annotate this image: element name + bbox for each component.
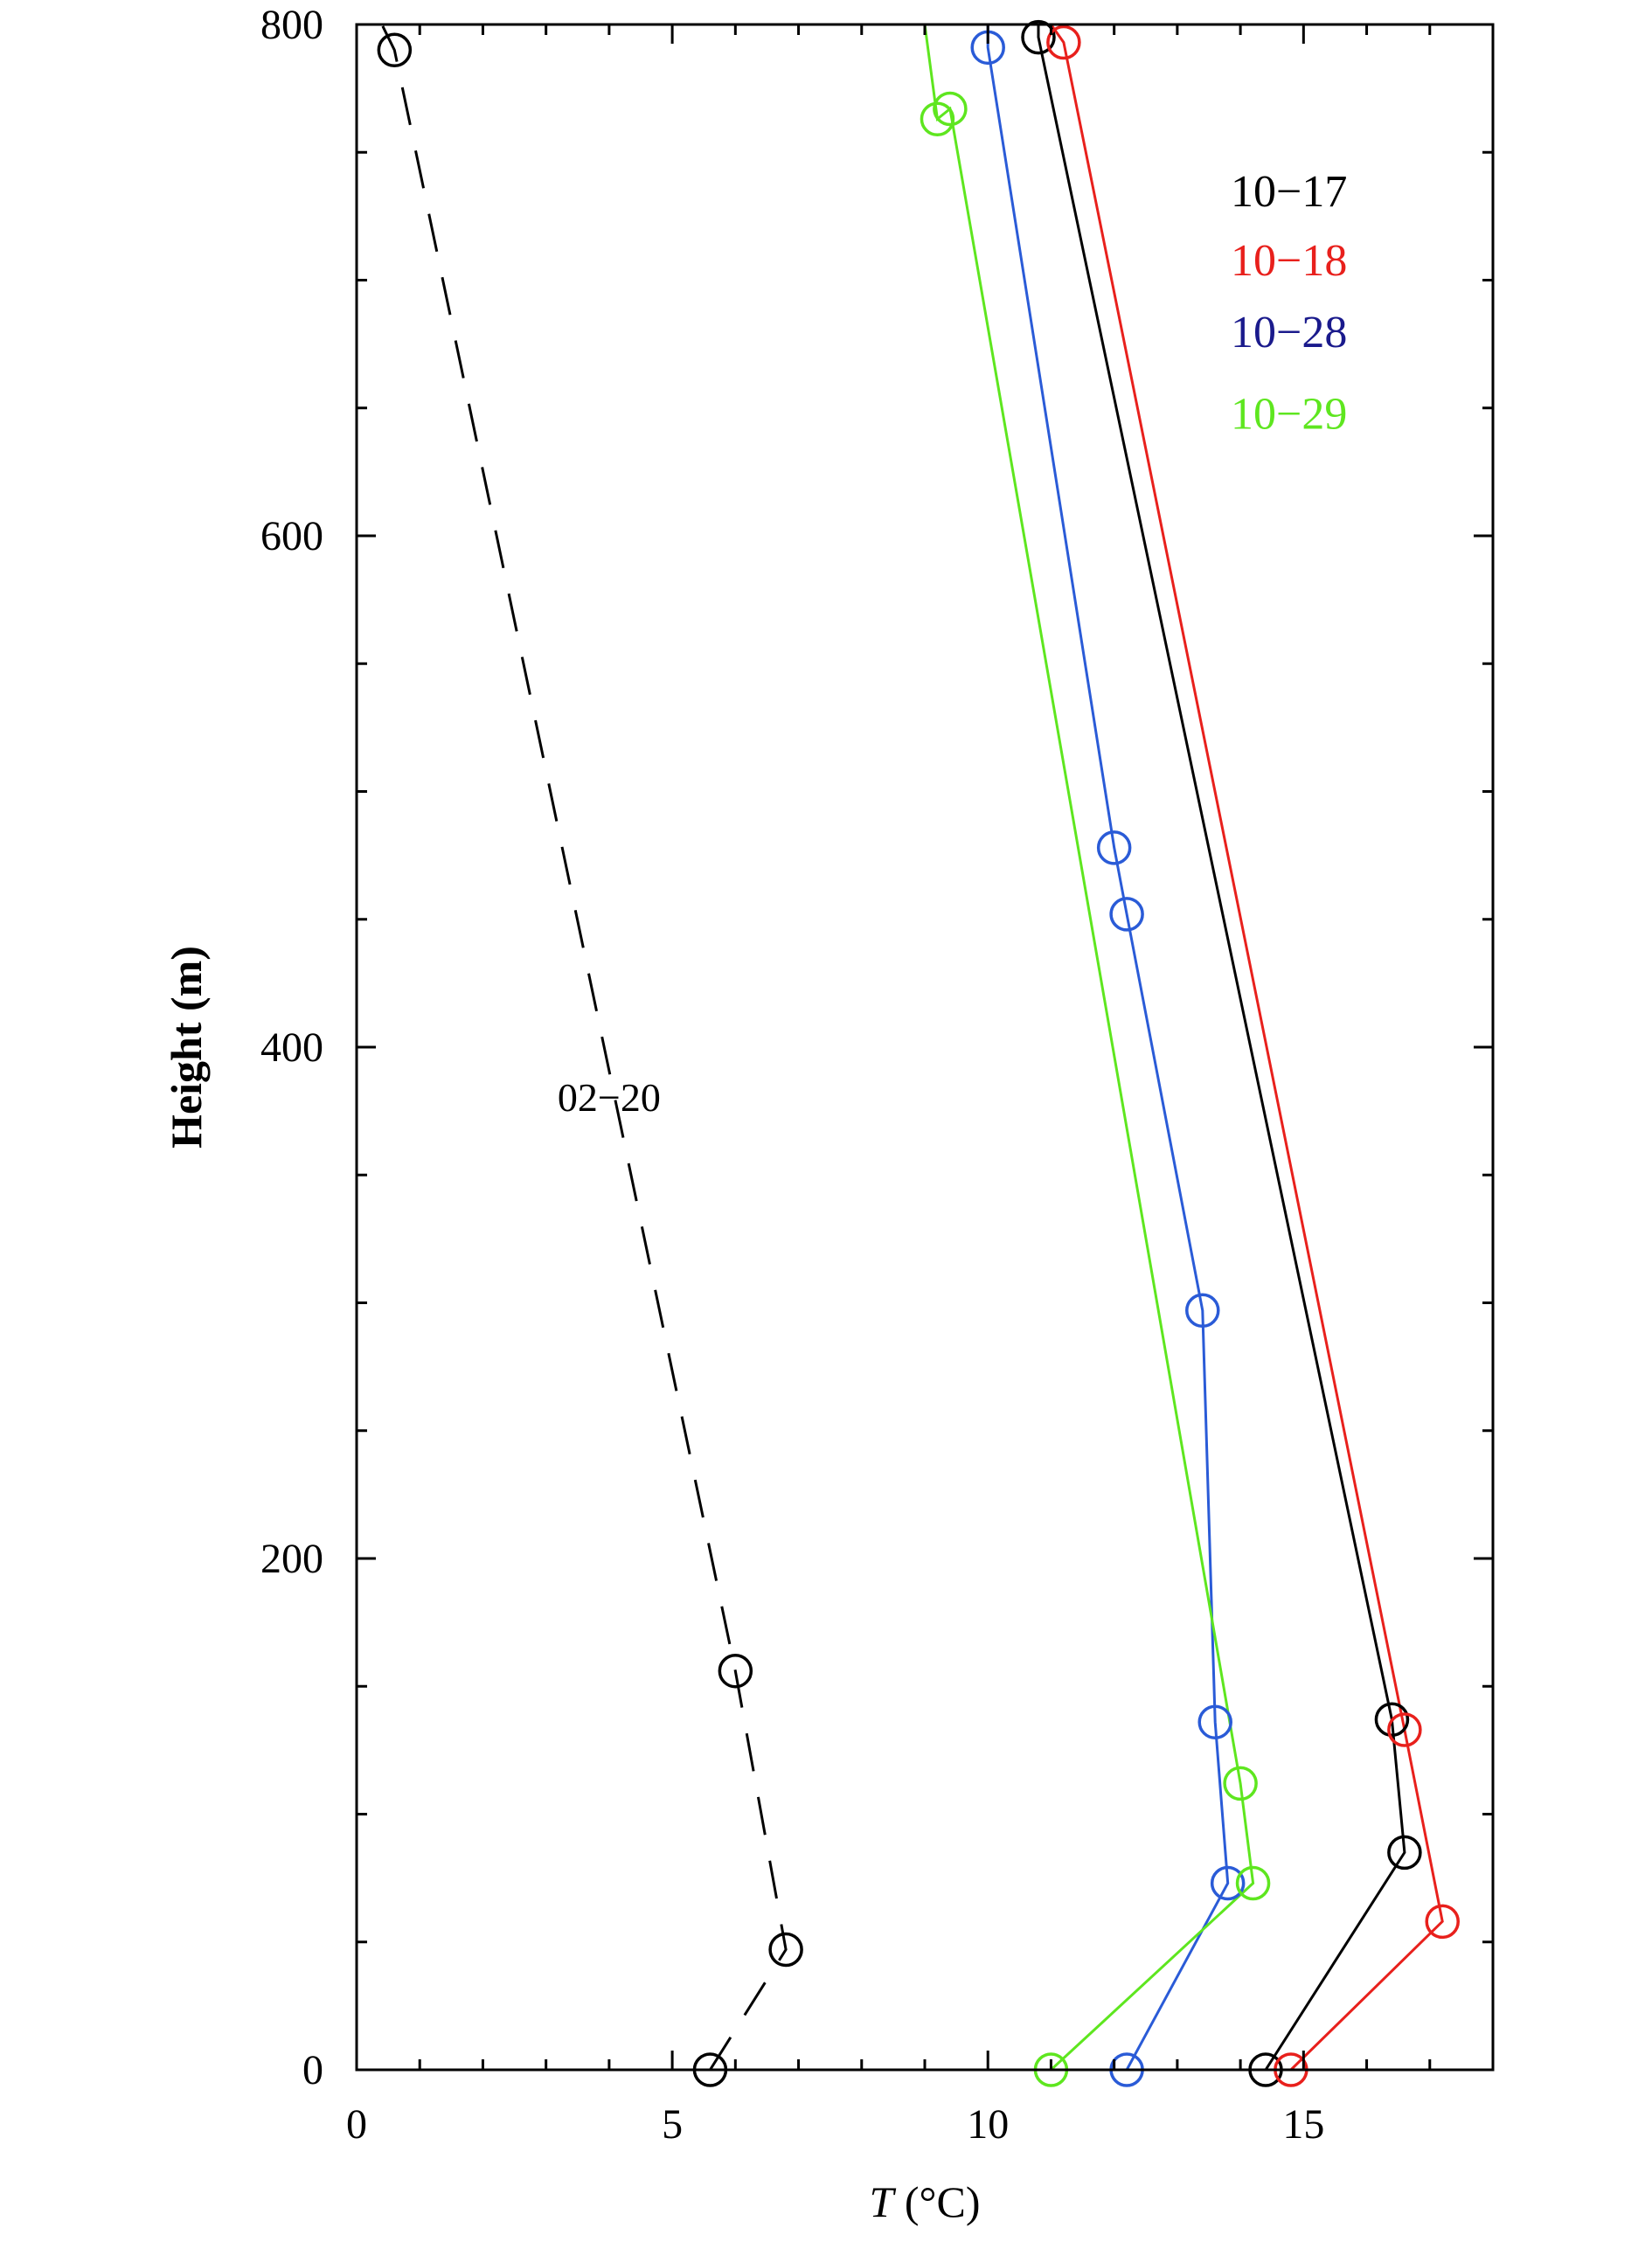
y-tick-label: 0 bbox=[302, 2047, 323, 2093]
x-tick-label: 0 bbox=[346, 2101, 367, 2148]
tick-layer bbox=[355, 23, 1493, 2072]
data-point-marker bbox=[1096, 830, 1132, 865]
x-axis-title-symbol: T bbox=[870, 2177, 897, 2226]
x-tick-label: 10 bbox=[967, 2101, 1009, 2148]
y-tick-label: 200 bbox=[260, 1536, 323, 1582]
data-point-marker bbox=[1185, 1293, 1220, 1329]
series-line-3 bbox=[923, 24, 1255, 2070]
legend-entry: 10−17 bbox=[1231, 167, 1347, 217]
data-point-marker bbox=[1387, 1712, 1422, 1747]
series-line-2 bbox=[986, 24, 1230, 2070]
data-point-marker bbox=[1197, 1704, 1232, 1739]
data-point-marker bbox=[1374, 1702, 1410, 1738]
data-point-marker bbox=[1425, 1904, 1460, 1940]
series-annotation: 02−20 bbox=[558, 1075, 661, 1120]
data-point-marker bbox=[1021, 19, 1056, 55]
y-tick-label: 400 bbox=[260, 1024, 323, 1071]
data-point-marker bbox=[1387, 1835, 1422, 1871]
legend-entry: 10−28 bbox=[1231, 308, 1347, 357]
y-tick-label: 600 bbox=[260, 513, 323, 559]
data-point-marker bbox=[920, 101, 955, 136]
data-point-marker bbox=[1210, 1865, 1246, 1901]
data-point-marker bbox=[377, 32, 413, 67]
x-tick-label: 5 bbox=[662, 2101, 683, 2148]
data-point-marker bbox=[1109, 897, 1144, 932]
data-point-marker bbox=[933, 91, 968, 127]
legend-entry: 10−29 bbox=[1231, 390, 1347, 440]
x-tick-label: 15 bbox=[1282, 2101, 1324, 2148]
data-point-marker bbox=[1223, 1766, 1258, 1801]
x-axis-title: T (°C) bbox=[870, 2177, 981, 2226]
data-point-marker bbox=[768, 1932, 803, 1968]
series-line-4 bbox=[380, 24, 788, 2070]
series-line-0 bbox=[1037, 24, 1406, 2070]
legend-entry: 10−18 bbox=[1231, 236, 1347, 286]
y-axis-title: Height (m) bbox=[162, 946, 211, 1149]
label-layer: 0 5 10 15 0 200 400 600 800 02−20 bbox=[260, 2, 1324, 2148]
data-point-marker bbox=[718, 1653, 753, 1689]
y-tick-label: 800 bbox=[260, 2, 323, 48]
data-point-marker bbox=[1235, 1865, 1271, 1901]
data-point-marker bbox=[1046, 24, 1081, 60]
x-axis-title-unit: (°C) bbox=[893, 2177, 980, 2226]
legend: 10−17 10−18 10−28 10−29 bbox=[1231, 167, 1347, 439]
